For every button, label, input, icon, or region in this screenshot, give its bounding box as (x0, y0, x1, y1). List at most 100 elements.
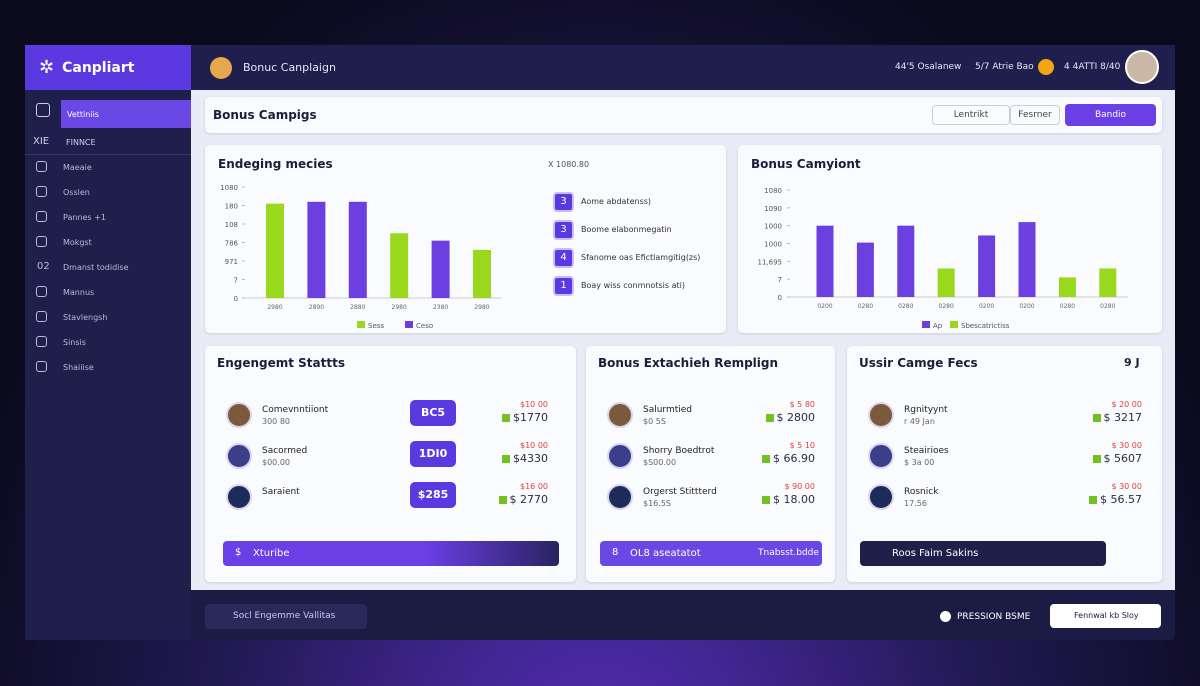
avatar (868, 443, 894, 469)
card-button[interactable]: Xturibe (223, 541, 559, 566)
y-tick-label: 180 (225, 203, 238, 211)
amount-icon (765, 414, 774, 422)
topbar: Bonuc Canplaign 44'5 Osalanew 5/7 Atrie … (191, 45, 1175, 90)
step-text: Boay wiss conmnotsis ati) (581, 281, 685, 290)
chart-title: Bonus Camyiont (751, 157, 861, 171)
item-amount: $ 3217 (1092, 411, 1143, 424)
item-name: Orgerst Stittterd (643, 487, 717, 497)
sidebar-tag: 02 (37, 261, 50, 272)
item-sub: 17.56 (904, 499, 927, 508)
x-tick-label: 0200 (979, 303, 994, 310)
bar (348, 201, 367, 298)
item-delta: $ 5 10 (789, 441, 815, 450)
y-tick-label: 1080 (220, 184, 238, 192)
card-corner: 9 J (1124, 356, 1140, 369)
item-badge[interactable]: $285 (410, 482, 456, 508)
sidebar-item[interactable]: Osslen (25, 180, 191, 204)
item-sub: $00.00 (262, 458, 290, 467)
avatar (226, 484, 252, 510)
item-delta: $ 90 00 (784, 482, 815, 491)
step-badge: 3 (553, 192, 574, 212)
y-tick-label: 11,695 (758, 258, 783, 266)
bar (1058, 277, 1076, 297)
item-delta: $ 5 80 (789, 400, 815, 409)
avatar[interactable] (1125, 50, 1159, 84)
y-tick-label: 1080 (764, 187, 782, 195)
sidebar-item[interactable]: Mannus (25, 280, 191, 304)
avatar (868, 402, 894, 428)
chart-note: X 1080.80 (548, 160, 589, 169)
item-sub: $16.5S (643, 499, 671, 508)
y-tick-label: 786 (225, 240, 239, 248)
amount-icon (498, 496, 507, 504)
y-tick-label: 1000 (764, 223, 782, 231)
item-name: Rgnityynt (904, 405, 948, 415)
sidebar-item[interactable]: Dmanst todidise (63, 262, 129, 272)
bar (1099, 268, 1117, 297)
header-bar: Bonus Campigs Lentrikt Fesrner Bandio (205, 97, 1162, 133)
item-delta: $ 30 00 (1111, 482, 1142, 491)
sidebar-item[interactable]: Pannes +1 (25, 205, 191, 229)
amount-text: $ 2800 (776, 411, 816, 424)
avatar (868, 484, 894, 510)
item-amount: $ 66.90 (762, 452, 815, 465)
button-label: Tnabsst.bdde (758, 548, 819, 558)
item-amount: $ 56.57 (1089, 493, 1142, 506)
amount-text: $ 2770 (509, 493, 549, 506)
item-amount: $4330 (502, 452, 548, 465)
item-name: Salurmtied (643, 405, 693, 415)
icon (36, 311, 47, 322)
footer-field[interactable]: Socl Engemme Vallitas (205, 604, 367, 629)
step-badge: 1 (553, 276, 574, 296)
step-text: Boome elabonmegatin (581, 225, 672, 234)
x-tick-label: 0280 (1100, 303, 1115, 310)
brand-name: Canpliart (62, 59, 135, 76)
button[interactable]: Lentrikt (932, 105, 1010, 125)
button[interactable]: Fesrner (1010, 105, 1060, 125)
item-badge[interactable]: BC5 (410, 400, 456, 426)
amount-icon (1089, 496, 1097, 504)
footer-label: PRESSION BSME (957, 612, 1031, 622)
item-name: Steairioes (904, 446, 949, 456)
item-delta: $10 00 (520, 441, 548, 450)
logo (210, 57, 232, 79)
x-tick-label: 0200 (1019, 303, 1034, 310)
sidebar-active[interactable]: Vettiniis (61, 100, 191, 128)
page-title: Bonuc Canplaign (243, 61, 336, 74)
sidebar-item[interactable]: Stavlengsh (25, 305, 191, 329)
header-title: Bonus Campigs (213, 108, 317, 122)
stat: 4 4ATTI 8/40 (1064, 62, 1121, 72)
sidebar-item[interactable]: Sinsis (25, 330, 191, 354)
amount-text: $ 3217 (1103, 411, 1143, 424)
x-tick-label: 2890 (309, 304, 324, 311)
sidebar-section: FINNCE (66, 138, 96, 147)
legend-label: Ceso (416, 322, 433, 330)
item-sub: r 49 Jan (904, 417, 935, 426)
sidebar-item[interactable]: Shaiiise (25, 355, 191, 379)
x-tick-label: 0280 (939, 303, 954, 310)
bar (978, 235, 996, 297)
icon (36, 211, 47, 222)
y-tick-label: 971 (225, 258, 238, 266)
stat: 5/7 Atrie Bao (975, 62, 1034, 72)
legend-label: Ap (933, 322, 943, 330)
brand[interactable]: ✲ Canpliart (25, 45, 191, 90)
card-button[interactable]: Roos Faim Sakins (860, 541, 1106, 566)
sidebar (25, 45, 191, 640)
button[interactable]: Bandio (1065, 104, 1156, 126)
item-delta: $ 20 00 (1111, 400, 1142, 409)
coin-icon (1038, 59, 1054, 75)
item-amount: $ 18.00 (762, 493, 815, 506)
sidebar-item[interactable]: Maeaie (25, 155, 191, 179)
item-badge[interactable]: 1DI0 (410, 441, 456, 467)
card-button[interactable]: OL8 aseatatot (600, 541, 822, 566)
y-tick-label: 0 (234, 295, 238, 303)
item-amount: $ 5607 (1092, 452, 1142, 465)
y-tick-label: 7 (234, 277, 238, 285)
stat: 44'5 Osalanew (895, 62, 962, 72)
step-badge: 4 (553, 248, 574, 268)
footer-select[interactable]: Fennwal kb Sloy (1050, 604, 1161, 628)
sidebar-item[interactable]: Mokgst (25, 230, 191, 254)
